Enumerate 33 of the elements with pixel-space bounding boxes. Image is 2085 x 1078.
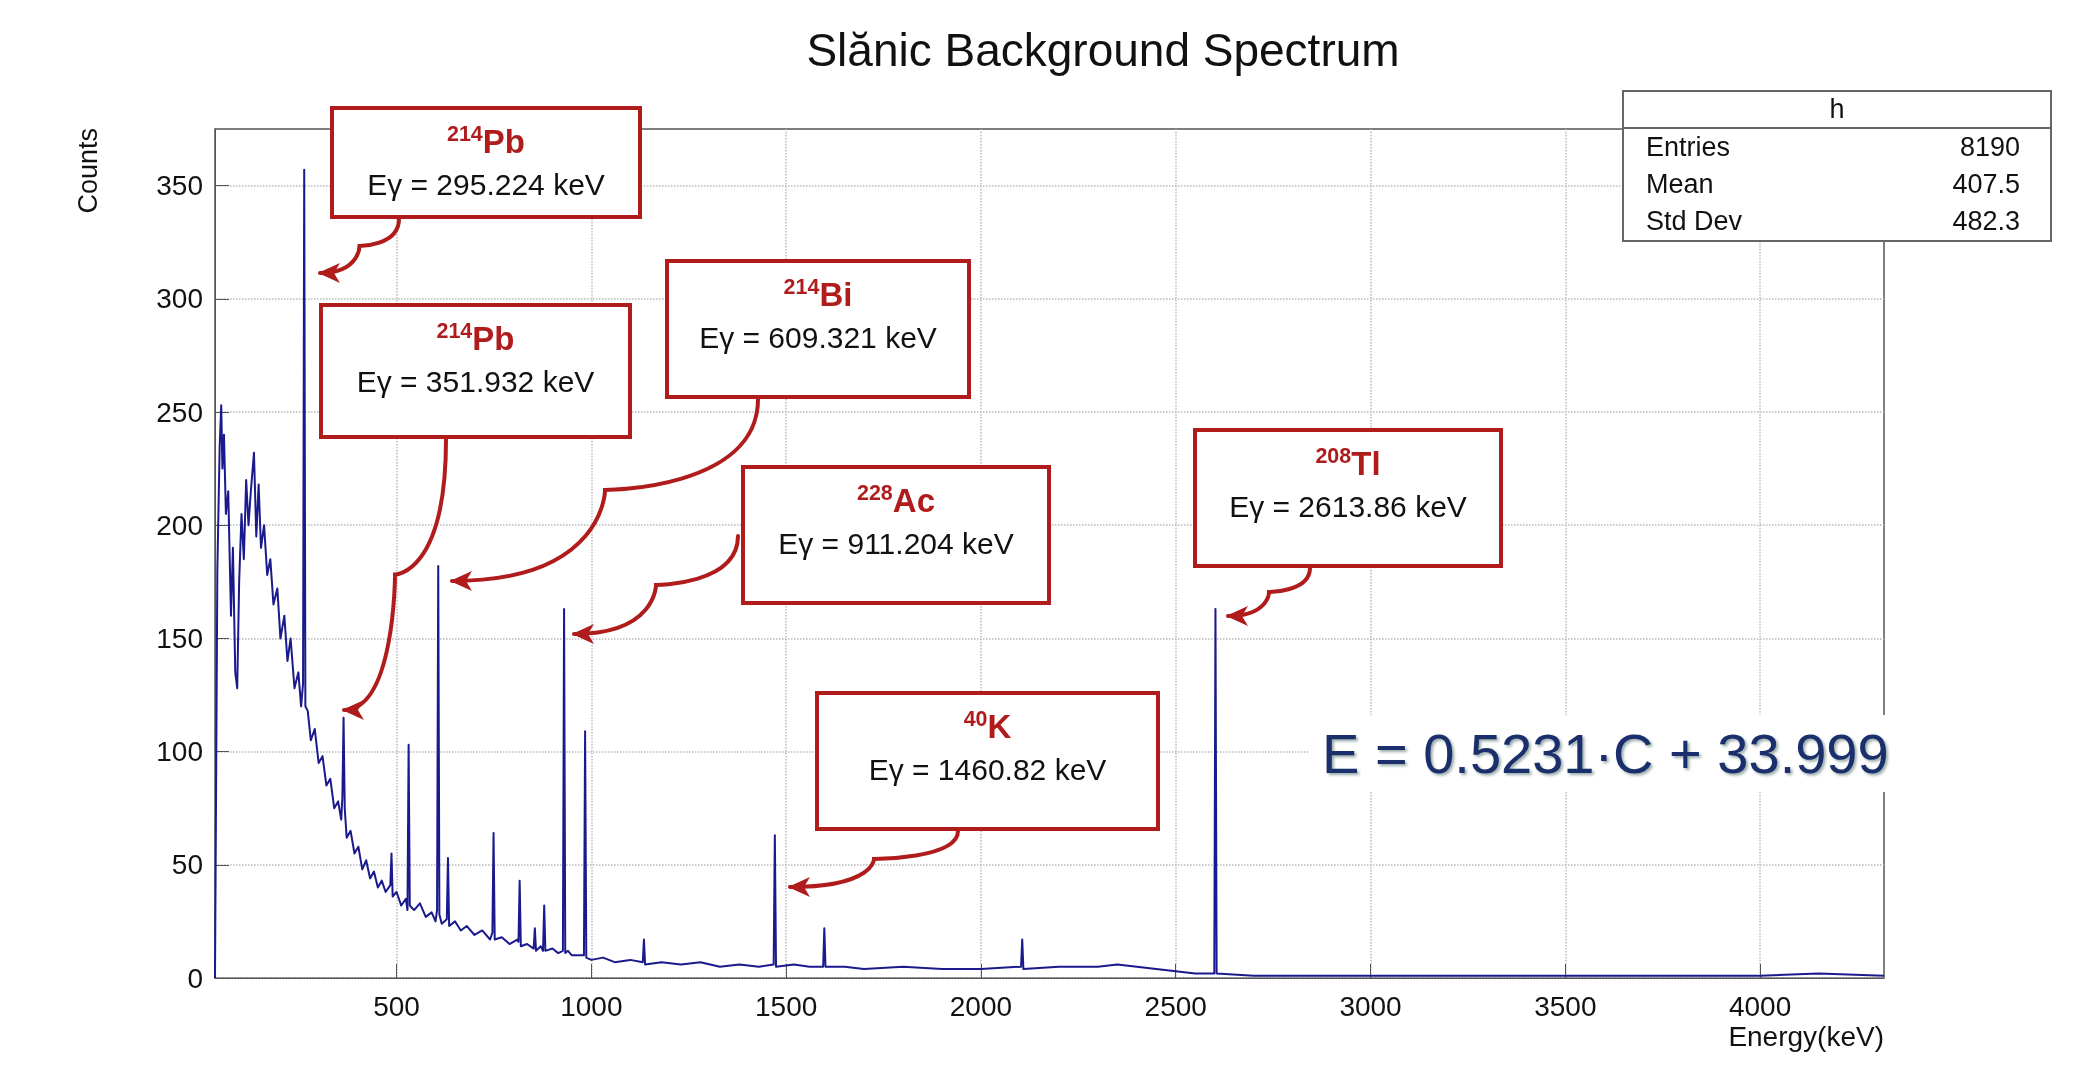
- y-tick-label: 150: [156, 622, 203, 654]
- annotation: $^{214}$Pb Eγ = 351.932 keV: [355, 318, 596, 400]
- y-tick-label: 200: [156, 509, 203, 541]
- annotation: $^{214}$Bi Eγ = 609.321 keV: [698, 274, 938, 356]
- annotation: $^{40}$K Eγ = 1460.82 keV: [867, 706, 1108, 788]
- y-tick-label: 350: [156, 170, 203, 202]
- callout-box: $^{228}$Ac Eγ = 911.204 keV: [741, 465, 1051, 605]
- callout-box: $^{214}$Bi Eγ = 609.321 keV: [665, 259, 971, 399]
- chart-title: Slănic Background Spectrum: [806, 24, 1400, 76]
- annotation: E = 0.5231·C + 33.999: [1310, 715, 1901, 792]
- y-tick-label: 0: [187, 962, 203, 994]
- x-axis-title: Energy(keV): [1728, 1020, 1884, 1052]
- callout-box: $^{208}$Tl Eγ = 2613.86 keV: [1193, 428, 1503, 568]
- stats-box: h Entries 8190 Mean 407.5 Std Dev 482.3: [1622, 90, 2052, 242]
- x-tick-label: 500: [373, 990, 420, 1022]
- annotation: $^{228}$Ac Eγ = 911.204 keV: [777, 480, 1015, 562]
- y-tick-label: 100: [156, 736, 203, 768]
- x-tick-label: 1000: [560, 990, 623, 1022]
- y-tick-label: 50: [171, 849, 203, 881]
- callout-box: $^{40}$K Eγ = 1460.82 keV: [815, 691, 1160, 831]
- y-tick-label: 300: [156, 283, 203, 315]
- x-tick-label: 2000: [949, 990, 1013, 1022]
- x-tick-label: 2500: [1144, 990, 1207, 1022]
- annotation: $^{214}$Pb Eγ = 295.224 keV: [366, 121, 606, 203]
- callout-box: $^{214}$Pb Eγ = 351.932 keV: [319, 303, 632, 439]
- x-tick-label: 3000: [1339, 990, 1402, 1022]
- x-tick-label: 1500: [754, 990, 818, 1022]
- annotation: $^{208}$Tl Eγ = 2613.86 keV: [1228, 443, 1468, 525]
- x-tick-label: 4000: [1728, 990, 1792, 1022]
- x-tick-label: 3500: [1534, 990, 1597, 1022]
- y-tick-label: 250: [156, 396, 203, 428]
- y-axis-title: Counts: [73, 128, 103, 214]
- callout-box: $^{214}$Pb Eγ = 295.224 keV: [330, 106, 642, 219]
